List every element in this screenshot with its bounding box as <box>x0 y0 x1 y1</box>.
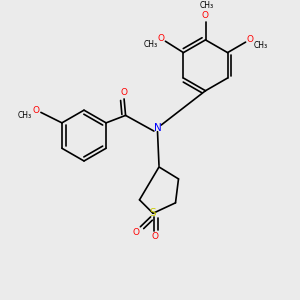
Text: CH₃: CH₃ <box>254 41 268 50</box>
Text: O: O <box>121 88 128 98</box>
Text: O: O <box>202 11 209 20</box>
Text: N: N <box>154 123 161 133</box>
Text: O: O <box>152 232 159 241</box>
Text: O: O <box>132 228 140 237</box>
Text: S: S <box>150 208 156 218</box>
Text: CH₃: CH₃ <box>200 1 214 10</box>
Text: CH₃: CH₃ <box>143 40 158 49</box>
Text: CH₃: CH₃ <box>17 111 32 120</box>
Text: O: O <box>32 106 39 115</box>
Text: O: O <box>247 35 254 44</box>
Text: O: O <box>158 34 164 43</box>
